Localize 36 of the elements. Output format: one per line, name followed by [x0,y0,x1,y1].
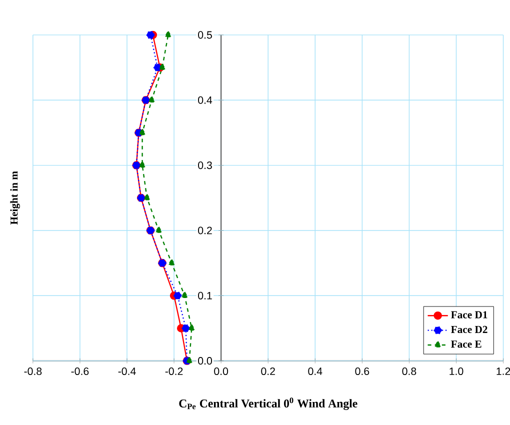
x-tick-label: -0.8 [24,368,42,376]
x-tick-label: 0.2 [261,368,275,376]
y-tick-label: 0.3 [198,162,212,170]
x-tick-label: -0.6 [71,368,89,376]
point [138,161,146,168]
x-axis-title: C$_{Pe}$ Central Vertical 0$^{0}$ Wind Angle [179,398,358,410]
point [164,30,172,38]
x-tick-label: 0.0 [214,368,228,376]
y-tick-label: 0.1 [198,292,212,300]
x-tick-label: 0.8 [402,368,416,376]
y-tick-label: 0.2 [198,226,212,234]
y-tick-label: 0.0 [198,357,212,365]
y-tick-label: 0.4 [198,96,212,104]
point [182,324,190,333]
legend-label: Face E [451,340,482,348]
x-tick-label: 1.0 [450,368,464,376]
x-tick-label: 1.2 [496,368,510,376]
point [188,324,196,331]
x-tick-label: 0.6 [355,368,370,376]
point [158,64,166,70]
point [155,226,162,234]
x-tick-label: 0.4 [308,368,322,376]
point [143,194,151,200]
legend-label: Face D2 [451,326,488,334]
y-axis-title: Height in m [10,171,20,225]
point [180,292,188,298]
point [173,292,182,300]
y-tick-label: 0.5 [198,31,212,39]
point [138,128,146,136]
point [168,259,176,266]
x-tick-label: -0.2 [165,368,183,376]
x-tick-label: -0.4 [118,368,136,376]
point [148,96,156,103]
point [146,30,155,40]
point [186,356,193,364]
legend-label: Face D1 [451,311,488,319]
